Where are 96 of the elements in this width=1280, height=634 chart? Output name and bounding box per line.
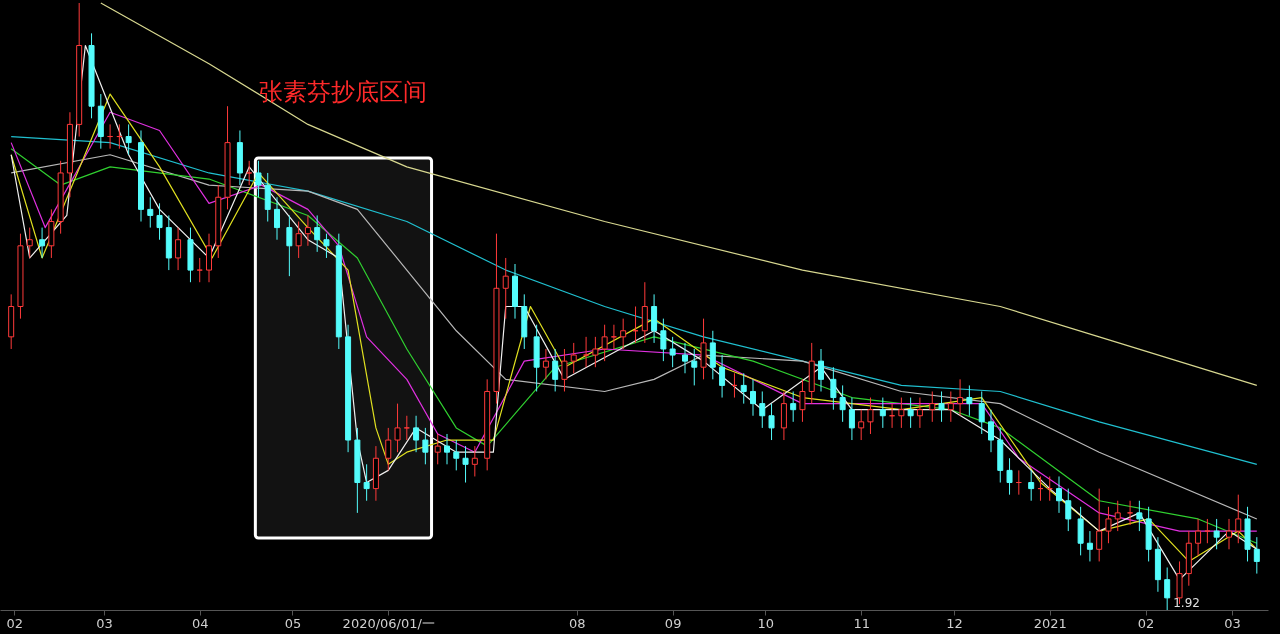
band-label: 张素芬抄底区间 [259,78,428,106]
candlestick [947,390,954,423]
candlestick [1056,475,1062,514]
candlestick [1136,500,1143,532]
candlestick [660,318,667,362]
candlestick [561,348,568,392]
candlestick [1114,500,1121,532]
candlestick [286,214,293,277]
candlestick [403,415,410,441]
x-tick-label: 2020/06/01/一 [342,615,435,631]
candlestick [601,324,608,362]
candlestick [1028,469,1035,502]
candlestick [462,445,469,484]
candlestick [790,390,797,423]
candlestick [1235,494,1242,544]
candlestick [1164,567,1171,611]
candlestick [1065,488,1072,532]
candlestick [542,348,549,380]
candlestick [255,160,262,198]
candlestick [295,221,302,259]
candlestick [830,366,837,411]
candlestick [39,227,46,259]
candlestick [385,427,392,471]
x-tick-label: 11 [853,615,870,631]
candlestick [274,196,280,241]
candlestick [413,415,420,453]
candlestick [879,397,886,429]
candlestick [1096,488,1103,562]
x-tick-label: 03 [1224,615,1241,631]
candlestick [1086,530,1093,562]
candlestick [719,354,726,399]
candlestick [966,384,973,417]
candlestick [175,227,182,271]
candlestick [978,390,985,435]
candlestick [502,257,509,320]
candlestick [867,397,874,435]
candlestick [750,378,756,417]
candlestick [583,336,590,368]
x-tick-label: 04 [191,615,209,631]
x-tick-label: 10 [757,615,775,631]
candlestick [1213,518,1220,550]
candlestick [759,390,766,429]
candlestick [682,342,688,374]
candlestick [323,233,330,259]
candlestick [848,397,855,441]
candlestick [799,378,806,423]
candlestick [1195,518,1202,556]
candlestick [957,378,964,417]
candlestick [669,336,676,368]
candlestick [26,227,33,259]
candlestick [444,433,450,465]
candlestick [929,390,936,423]
candlestick [988,409,994,453]
x-tick-label: 09 [664,615,682,631]
x-tick-label: 05 [284,615,302,631]
candlestick [907,397,914,429]
candlestick [1226,518,1232,550]
candlestick [471,445,478,477]
candlestick [125,123,132,156]
candlestick [434,433,441,465]
x-tick-label: 02 [6,615,24,631]
candlestick [363,463,370,502]
candlestick [147,196,154,229]
x-tick-label: 03 [96,615,113,631]
candlestick [422,427,429,465]
candlestick [768,403,775,441]
candlestick [570,342,577,374]
x-tick-label: 08 [569,615,586,631]
candlestick [740,372,747,405]
x-tick-label: 12 [946,615,963,631]
candlestick [196,257,203,283]
x-tick-label: 2021 [1033,615,1067,631]
candlestick [839,384,846,423]
candlestick [1253,536,1260,575]
candlestick [610,324,617,350]
candlestick [304,214,311,247]
candlestick [1105,506,1112,544]
candlestick [246,160,253,186]
candlestick [1204,518,1211,544]
candlestick [156,202,163,241]
candlestick [1127,500,1134,526]
candlestick [916,397,923,429]
candlestick [620,318,627,350]
candlestick [818,348,824,392]
x-tick-label: 02 [1137,615,1155,631]
candlestick [858,409,865,441]
candlestick [314,214,321,253]
candlestick [453,439,460,471]
candlestick [592,336,599,368]
candlestick [898,397,905,429]
candlestick [394,403,401,453]
candlestick [552,348,559,392]
annotation: 1.92 [1173,596,1200,610]
candlestick [938,390,945,423]
candlestick [1006,457,1013,496]
candlestick [691,348,698,386]
